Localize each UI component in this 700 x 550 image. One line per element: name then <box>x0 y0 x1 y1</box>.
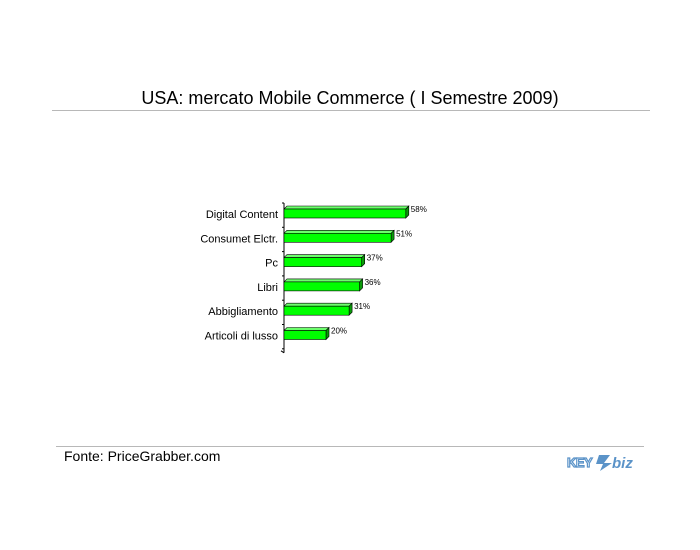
category-label: Abbigliamento <box>208 306 278 318</box>
bar <box>283 257 362 267</box>
key4biz-logo: KEY biz <box>566 454 633 472</box>
bar <box>283 305 350 316</box>
svg-text:KEY: KEY <box>567 455 593 470</box>
data-label: 51% <box>396 229 412 238</box>
data-label: 31% <box>354 302 370 311</box>
title-divider <box>52 110 650 111</box>
bar-top-face <box>283 278 364 283</box>
bar-top-face <box>283 327 330 331</box>
bar-top-face <box>283 302 353 307</box>
bar <box>283 233 392 243</box>
category-label: Libri <box>257 282 278 294</box>
data-label: 37% <box>367 254 383 263</box>
category-label: Digital Content <box>206 209 278 221</box>
data-label: 20% <box>331 327 347 336</box>
bar-top-face <box>283 205 410 210</box>
bar <box>283 281 360 292</box>
data-label: 36% <box>365 278 381 287</box>
bar <box>283 208 407 219</box>
bar <box>283 330 327 340</box>
category-label: Articoli di lusso <box>205 331 278 343</box>
data-label: 58% <box>411 205 427 214</box>
bar-top-face <box>283 230 395 234</box>
svg-text:biz: biz <box>612 455 633 472</box>
chart-title: USA: mercato Mobile Commerce ( I Semestr… <box>141 88 559 108</box>
footer-divider <box>56 446 644 447</box>
source-note: Fonte: PriceGrabber.com <box>64 448 221 464</box>
y-axis-foot <box>280 350 285 354</box>
bar-top-face <box>283 254 366 258</box>
category-label: Consumet Elctr. <box>200 233 278 245</box>
category-label: Pc <box>265 258 278 270</box>
